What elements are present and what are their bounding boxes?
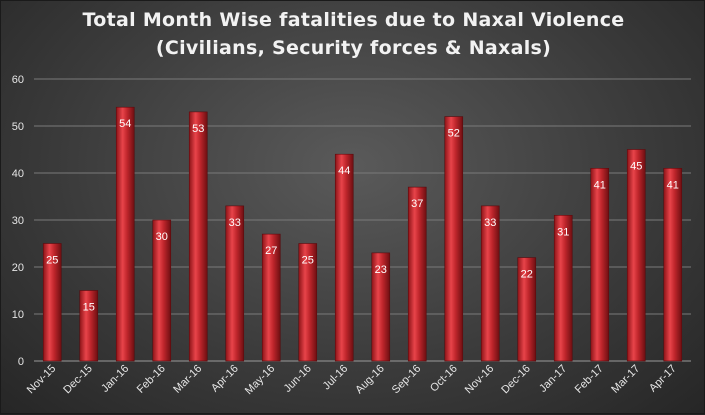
chart-title: Total Month Wise fatalities due to Naxal… (82, 9, 625, 31)
bar (407, 186, 427, 362)
bar (152, 219, 172, 362)
bar-value-label: 31 (557, 226, 569, 238)
bar (261, 233, 281, 362)
bar-value-label: 53 (192, 123, 204, 135)
bar-value-label: 27 (265, 245, 277, 257)
x-tick-label: Jan-16 (99, 363, 131, 395)
x-tick-label: May-16 (243, 363, 277, 397)
x-tick-label: Mar-17 (609, 363, 642, 396)
x-tick-label: Jul-16 (321, 363, 351, 393)
bar-value-label: 41 (667, 179, 679, 191)
y-tick-label: 0 (18, 356, 24, 368)
bar-value-label: 52 (448, 128, 460, 140)
y-tick-label: 10 (12, 309, 24, 321)
y-tick-label: 60 (12, 74, 24, 86)
bar (444, 116, 464, 362)
bar (553, 215, 573, 362)
x-tick-label: Oct-16 (428, 363, 460, 395)
bar (663, 168, 683, 362)
bar (480, 205, 500, 362)
y-tick-label: 30 (12, 215, 24, 227)
bar-value-label: 44 (338, 165, 350, 177)
bar-value-label: 22 (521, 269, 533, 281)
bar (115, 106, 135, 362)
bar-value-label: 25 (302, 255, 314, 267)
bar-value-label: 41 (594, 179, 606, 191)
bar (626, 149, 646, 362)
x-tick-label: Apr-16 (209, 363, 241, 395)
bar-value-label: 33 (484, 217, 496, 229)
bar-value-label: 45 (630, 161, 642, 173)
x-tick-label: Aug-16 (353, 363, 387, 397)
bar (79, 290, 99, 362)
bar-value-label: 25 (46, 255, 58, 267)
bar-value-label: 30 (156, 231, 168, 243)
bar (371, 252, 391, 362)
bar (334, 153, 354, 362)
x-tick-label: Sep-16 (390, 363, 424, 397)
x-tick-label: Feb-17 (573, 363, 606, 396)
x-tick-label: Mar-16 (171, 363, 204, 396)
bar (517, 257, 537, 362)
x-tick-label: Nov-15 (25, 363, 59, 397)
bar-value-label: 15 (83, 302, 95, 314)
bar (42, 243, 62, 362)
bar (188, 111, 208, 362)
x-tick-label: Jun-16 (282, 363, 314, 395)
y-tick-label: 40 (12, 168, 24, 180)
x-tick-label: Feb-16 (135, 363, 168, 396)
x-tick-label: Jan-17 (537, 363, 569, 395)
x-tick-label: Apr-17 (647, 363, 679, 395)
bar-value-label: 37 (411, 198, 423, 210)
bar-value-label: 23 (375, 264, 387, 276)
chart-subtitle: (Civilians, Security forces & Naxals) (155, 37, 552, 59)
bar-value-label: 54 (119, 118, 131, 130)
y-tick-label: 20 (12, 262, 24, 274)
x-tick-label: Dec-15 (61, 363, 95, 397)
x-tick-label: Dec-16 (499, 363, 533, 397)
y-tick-label: 50 (12, 121, 24, 133)
x-tick-label: Nov-16 (463, 363, 497, 397)
bar (590, 168, 610, 362)
bar (225, 205, 245, 362)
bar (298, 243, 318, 362)
bar-value-label: 33 (229, 217, 241, 229)
